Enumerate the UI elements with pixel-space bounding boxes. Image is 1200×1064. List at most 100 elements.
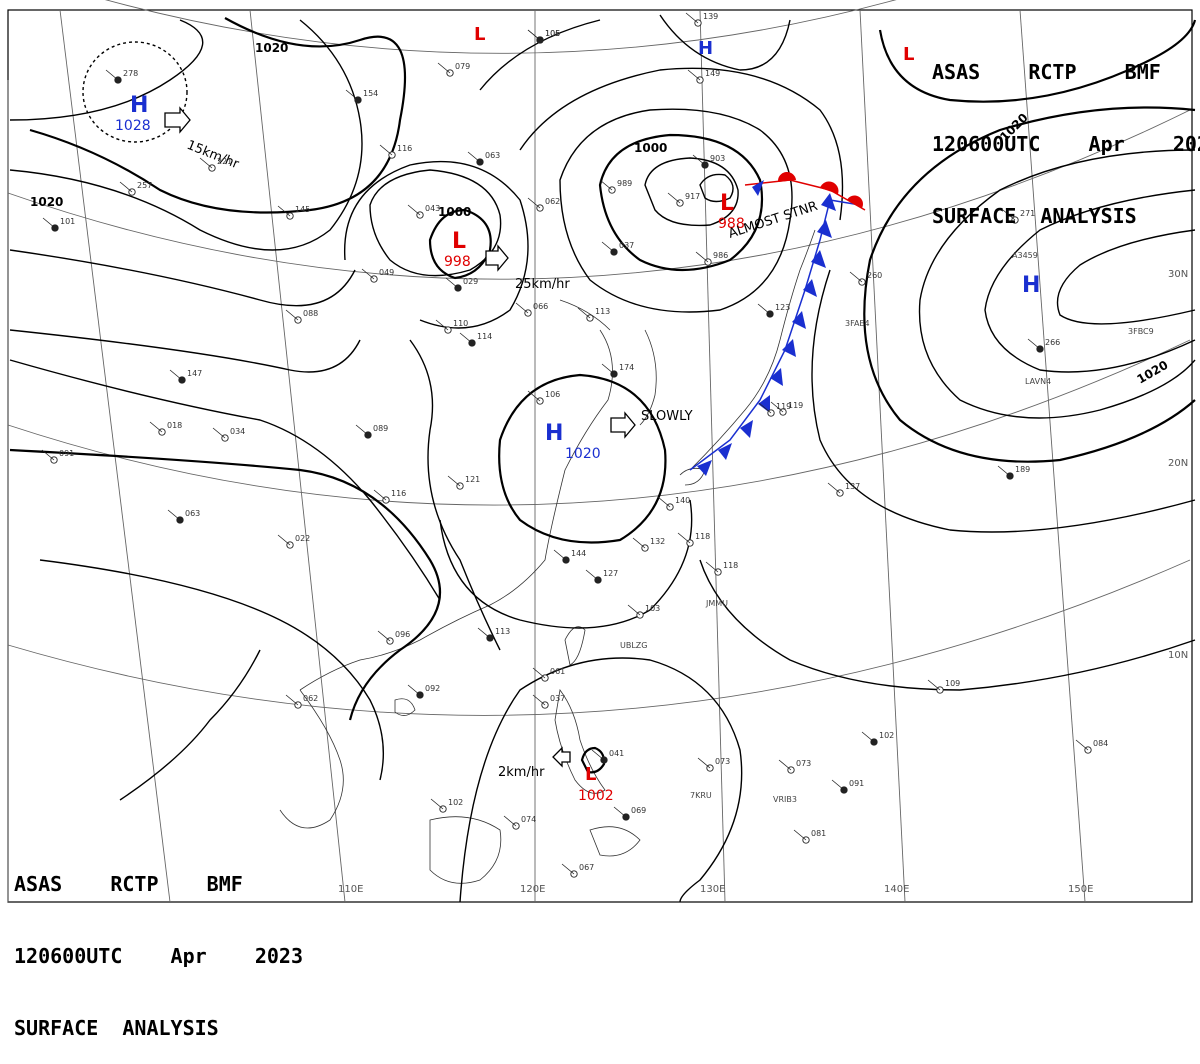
station-plot: 139 xyxy=(685,12,718,27)
japan-honshu xyxy=(689,229,816,471)
station-pressure: 118 xyxy=(695,532,710,541)
header-line-2: 120600UTC Apr 2023 xyxy=(932,132,1200,156)
station-pressure: 084 xyxy=(1093,739,1108,748)
wind-barb xyxy=(42,217,56,229)
wind-barb xyxy=(447,475,461,487)
stationary-front xyxy=(689,171,866,476)
isobar xyxy=(9,329,361,373)
wind-barb xyxy=(861,731,875,743)
station-pressure: 079 xyxy=(455,62,470,71)
station-id: 7KRU xyxy=(690,791,712,800)
station-plot: 092 xyxy=(407,684,440,699)
motion-label: SLOWLY xyxy=(641,409,693,424)
wind-barb xyxy=(849,271,863,283)
wind-barb xyxy=(591,749,605,761)
indochina xyxy=(279,689,344,829)
header-top-right: ASAS RCTP BMF 120600UTC Apr 2023 SURFACE… xyxy=(932,12,1200,252)
wind-barb xyxy=(285,309,299,321)
cold-front-triangle xyxy=(821,193,836,211)
station-pressure: 089 xyxy=(373,424,388,433)
station-plot: 096 xyxy=(377,630,410,645)
station-plot: 073 xyxy=(697,757,730,772)
wind-barb xyxy=(613,806,627,818)
wind-barb xyxy=(119,181,133,193)
low-center-symbol: L xyxy=(452,229,466,254)
wind-barb xyxy=(355,424,369,436)
cold-front-triangle xyxy=(782,339,796,357)
station-plot: 266 xyxy=(1027,338,1060,353)
station-pressure: 119 xyxy=(776,402,791,411)
station-pressure: 101 xyxy=(60,217,75,226)
station-pressure: 105 xyxy=(545,29,560,38)
station-plot: 917 xyxy=(667,192,700,207)
wind-barb xyxy=(41,449,55,461)
isobar xyxy=(119,649,261,801)
isobar xyxy=(878,19,1197,103)
station-plot: 118 xyxy=(705,561,738,576)
wind-barb xyxy=(437,62,451,74)
station-plot: 149 xyxy=(687,69,720,84)
station-pressure: 903 xyxy=(710,154,725,163)
isobar xyxy=(498,373,667,544)
station-plots: 278 257 221 101 105 145 154 116 079 063 043 062 106 1… xyxy=(41,12,1108,878)
station-pressure: 102 xyxy=(879,731,894,740)
low-center-symbol: L xyxy=(474,24,485,45)
station-pressure: 088 xyxy=(303,309,318,318)
station-plot: 043 xyxy=(407,204,440,219)
wind-barb xyxy=(687,69,701,81)
wind-barb xyxy=(445,277,459,289)
lon-label: 120E xyxy=(520,884,545,895)
station-plot: 022 xyxy=(277,534,310,549)
station-pressure: 139 xyxy=(703,12,718,21)
station-plot: 061 xyxy=(532,667,565,682)
high-center-symbol: H xyxy=(1022,273,1040,298)
station-plot: 119 xyxy=(770,401,803,416)
station-pressure: 022 xyxy=(295,534,310,543)
isobar xyxy=(9,249,356,307)
wind-barb xyxy=(677,532,691,544)
station-plot: 106 xyxy=(527,390,560,405)
isobar xyxy=(699,559,1196,691)
header-line-3: SURFACE ANALYSIS xyxy=(14,1016,219,1040)
header-line-1: ASAS RCTP BMF xyxy=(932,60,1161,84)
station-pressure: 140 xyxy=(675,496,690,505)
station-pressure: 074 xyxy=(521,815,536,824)
station-plot: 132 xyxy=(632,537,665,552)
lat-label: 10N xyxy=(1168,650,1188,661)
wind-barb xyxy=(361,268,375,280)
warm-front-semicircle xyxy=(820,181,839,194)
parallel-30n xyxy=(7,109,1191,280)
high-center-value: 1028 xyxy=(115,118,151,134)
station-plot: 106 xyxy=(527,29,560,44)
station-pressure: 029 xyxy=(463,277,478,286)
station-plot: 037 xyxy=(601,241,634,256)
wind-barb xyxy=(435,319,449,331)
station-plot: 084 xyxy=(1075,739,1108,754)
wind-barb xyxy=(277,534,291,546)
wind-barb xyxy=(667,192,681,204)
station-id: A3459 xyxy=(1012,251,1038,260)
cold-front-triangle xyxy=(811,250,826,268)
isobar xyxy=(9,19,363,251)
wind-barb xyxy=(407,684,421,696)
station-pressure: 123 xyxy=(775,303,790,312)
cold-front-triangle xyxy=(817,220,832,238)
cold-front-triangle xyxy=(697,460,712,476)
isobars xyxy=(9,14,1197,903)
station-pressure: 103 xyxy=(645,604,660,613)
station-pressure: 043 xyxy=(425,204,440,213)
station-id: VRIB3 xyxy=(773,795,797,804)
station-pressure: 127 xyxy=(603,569,618,578)
wind-barb xyxy=(627,604,641,616)
wind-barb xyxy=(527,390,541,402)
station-plot: 018 xyxy=(149,421,182,436)
lon-label: 150E xyxy=(1068,884,1093,895)
low-center-symbol: L xyxy=(585,764,596,785)
station-pressure: 154 xyxy=(363,89,378,98)
wind-barb xyxy=(515,302,529,314)
station-pressure: 266 xyxy=(1045,338,1060,347)
wind-barb xyxy=(553,549,567,561)
wind-barb xyxy=(685,12,699,24)
station-plot: 221 xyxy=(199,157,232,172)
station-pressure: 067 xyxy=(579,863,594,872)
